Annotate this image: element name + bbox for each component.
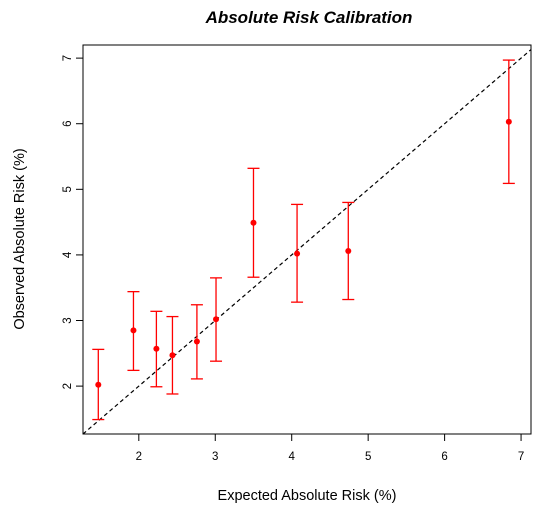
x-tick-label: 6 [441, 451, 447, 463]
data-point [213, 316, 220, 323]
data-point [345, 247, 352, 254]
plot-frame [82, 44, 532, 435]
data-point [95, 381, 102, 388]
data-points [95, 118, 512, 388]
y-tick-label: 4 [62, 251, 74, 258]
data-point [169, 352, 176, 359]
data-point [505, 118, 512, 125]
x-axis: 2 3 4 5 6 7 [136, 434, 524, 463]
data-point [193, 338, 200, 345]
x-tick-label: 3 [212, 451, 218, 463]
y-tick-label: 5 [62, 186, 74, 192]
y-axis-label: Observed Absolute Risk (%) [12, 148, 28, 329]
x-tick-label: 5 [365, 451, 371, 463]
y-tick-label: 6 [62, 121, 74, 127]
chart-title: Absolute Risk Calibration [205, 8, 413, 27]
data-point [130, 327, 137, 334]
x-tick-label: 4 [289, 451, 296, 463]
y-tick-label: 3 [62, 317, 74, 323]
data-point [250, 219, 257, 226]
y-axis: 2 3 4 5 6 7 [62, 55, 83, 389]
data-point [294, 250, 301, 257]
data-point [153, 345, 160, 352]
y-tick-label: 7 [62, 55, 74, 61]
x-tick-label: 7 [518, 451, 524, 463]
error-bars [92, 59, 515, 421]
reference-diagonal-line [82, 49, 532, 435]
x-tick-label: 2 [136, 451, 142, 463]
y-tick-label: 2 [62, 383, 74, 389]
x-axis-label: Expected Absolute Risk (%) [218, 488, 397, 504]
